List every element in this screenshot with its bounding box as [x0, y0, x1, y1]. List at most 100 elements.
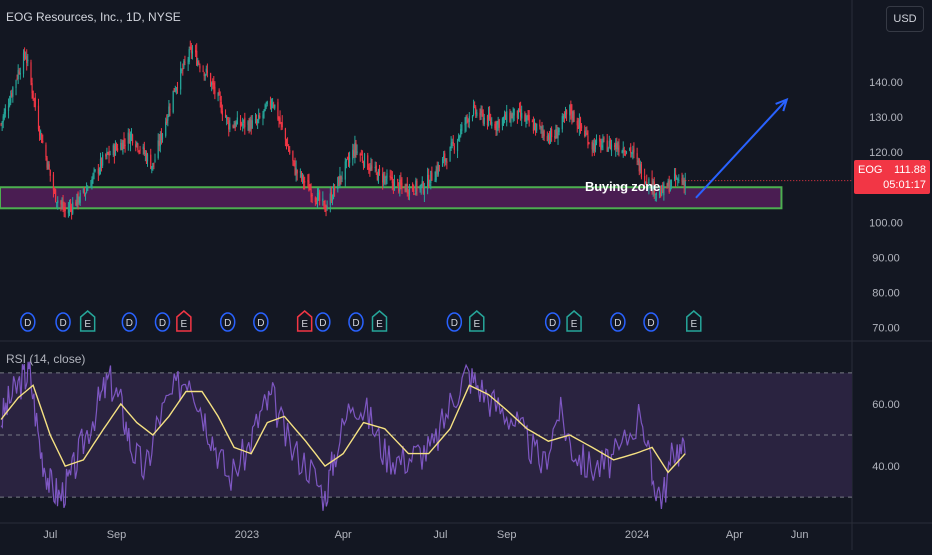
candle-body [393, 180, 396, 191]
candle-body [264, 104, 266, 112]
candle-body [300, 172, 303, 179]
candle-body [633, 148, 635, 153]
candle-body [554, 135, 556, 139]
earnings-event-marker [469, 310, 485, 332]
candle-body [84, 192, 87, 196]
candle-body [525, 117, 527, 121]
candle-body [38, 131, 41, 136]
candle-body [632, 150, 634, 154]
candle-body [18, 71, 20, 75]
candle-body [585, 133, 587, 135]
candle-body [669, 185, 671, 192]
candle-body [621, 150, 623, 153]
candle-body [25, 57, 27, 59]
candle-body [333, 188, 336, 191]
candle-body [497, 120, 499, 125]
candle-body [94, 169, 96, 171]
candle-body [197, 60, 199, 66]
currency-button[interactable]: USD [886, 6, 924, 32]
candle-body [610, 144, 613, 152]
rsi-ma-line [0, 384, 686, 474]
candle-body [150, 154, 152, 169]
candle-body [122, 140, 124, 153]
candle-body [142, 146, 144, 150]
candle-body [623, 150, 625, 153]
buying-zone-box [0, 186, 783, 210]
earnings-event-marker [176, 310, 192, 332]
dividend-event-letter: D [647, 318, 654, 329]
earnings-event-marker [566, 310, 582, 332]
candle-body [271, 103, 274, 105]
candle-body [374, 166, 376, 169]
candle-body [263, 109, 265, 113]
candle-body [228, 120, 230, 130]
candle-body [618, 145, 620, 153]
candle-body [400, 179, 402, 186]
candle-body [72, 202, 74, 214]
candle-body [69, 205, 72, 207]
candle-body [277, 102, 279, 120]
candle-body [151, 166, 153, 170]
candle-body [578, 119, 581, 129]
candle-body [138, 150, 140, 152]
candle-body [345, 159, 347, 162]
candle-body [666, 184, 668, 189]
candle-body [443, 155, 445, 159]
candle-body [83, 190, 86, 193]
candle-body [678, 179, 680, 181]
candle-body [486, 115, 489, 126]
candle-body [205, 68, 207, 72]
candle-body [100, 158, 103, 167]
candle-body [629, 148, 631, 150]
candle-body [249, 119, 251, 131]
candle-body [495, 126, 497, 129]
candle-body [639, 164, 641, 171]
candle-body [461, 124, 463, 131]
candle-body [247, 121, 249, 126]
candle-body [505, 114, 507, 120]
candle-body [572, 111, 574, 120]
candle-body [625, 151, 628, 154]
candle-body [137, 144, 139, 150]
candle-body [520, 109, 522, 117]
candle-body [368, 167, 370, 170]
candle-body [339, 174, 341, 188]
candle-body [428, 174, 430, 187]
candle-body [389, 175, 391, 178]
candle-body [509, 112, 511, 122]
candle-body [397, 179, 399, 182]
candle-body [131, 134, 134, 144]
candle-body [369, 167, 371, 171]
candle-body [113, 146, 115, 157]
candle-body [139, 149, 141, 151]
candle-body [198, 62, 200, 64]
earnings-event-marker [371, 310, 388, 332]
candle-body [135, 144, 137, 148]
candle-body [503, 114, 506, 118]
candle-body [166, 119, 168, 124]
current-price-tag: EOG 111.88 05:01:17 [854, 160, 930, 194]
candle-body [570, 103, 572, 114]
candle-body [602, 138, 604, 144]
symbol-title[interactable]: EOG Resources, Inc., 1D, NYSE [6, 10, 181, 24]
candle-body [191, 51, 194, 54]
candle-body [324, 200, 326, 212]
rsi-indicator-label[interactable]: RSI (14, close) [6, 352, 86, 366]
candle-body [105, 154, 107, 157]
candle-body [451, 141, 453, 146]
candle-body [189, 46, 191, 49]
candle-body [599, 138, 601, 142]
candle-body [165, 121, 167, 136]
candle-body [109, 154, 111, 156]
candle-body [325, 210, 327, 212]
candle-body [175, 87, 177, 91]
candle-body [280, 122, 282, 124]
candle-body [157, 140, 159, 158]
candle-body [683, 179, 685, 187]
candle-body [452, 141, 454, 144]
candle-body [651, 178, 653, 193]
candle-body [108, 151, 110, 157]
candle-body [367, 155, 369, 170]
candle-body [75, 202, 77, 206]
